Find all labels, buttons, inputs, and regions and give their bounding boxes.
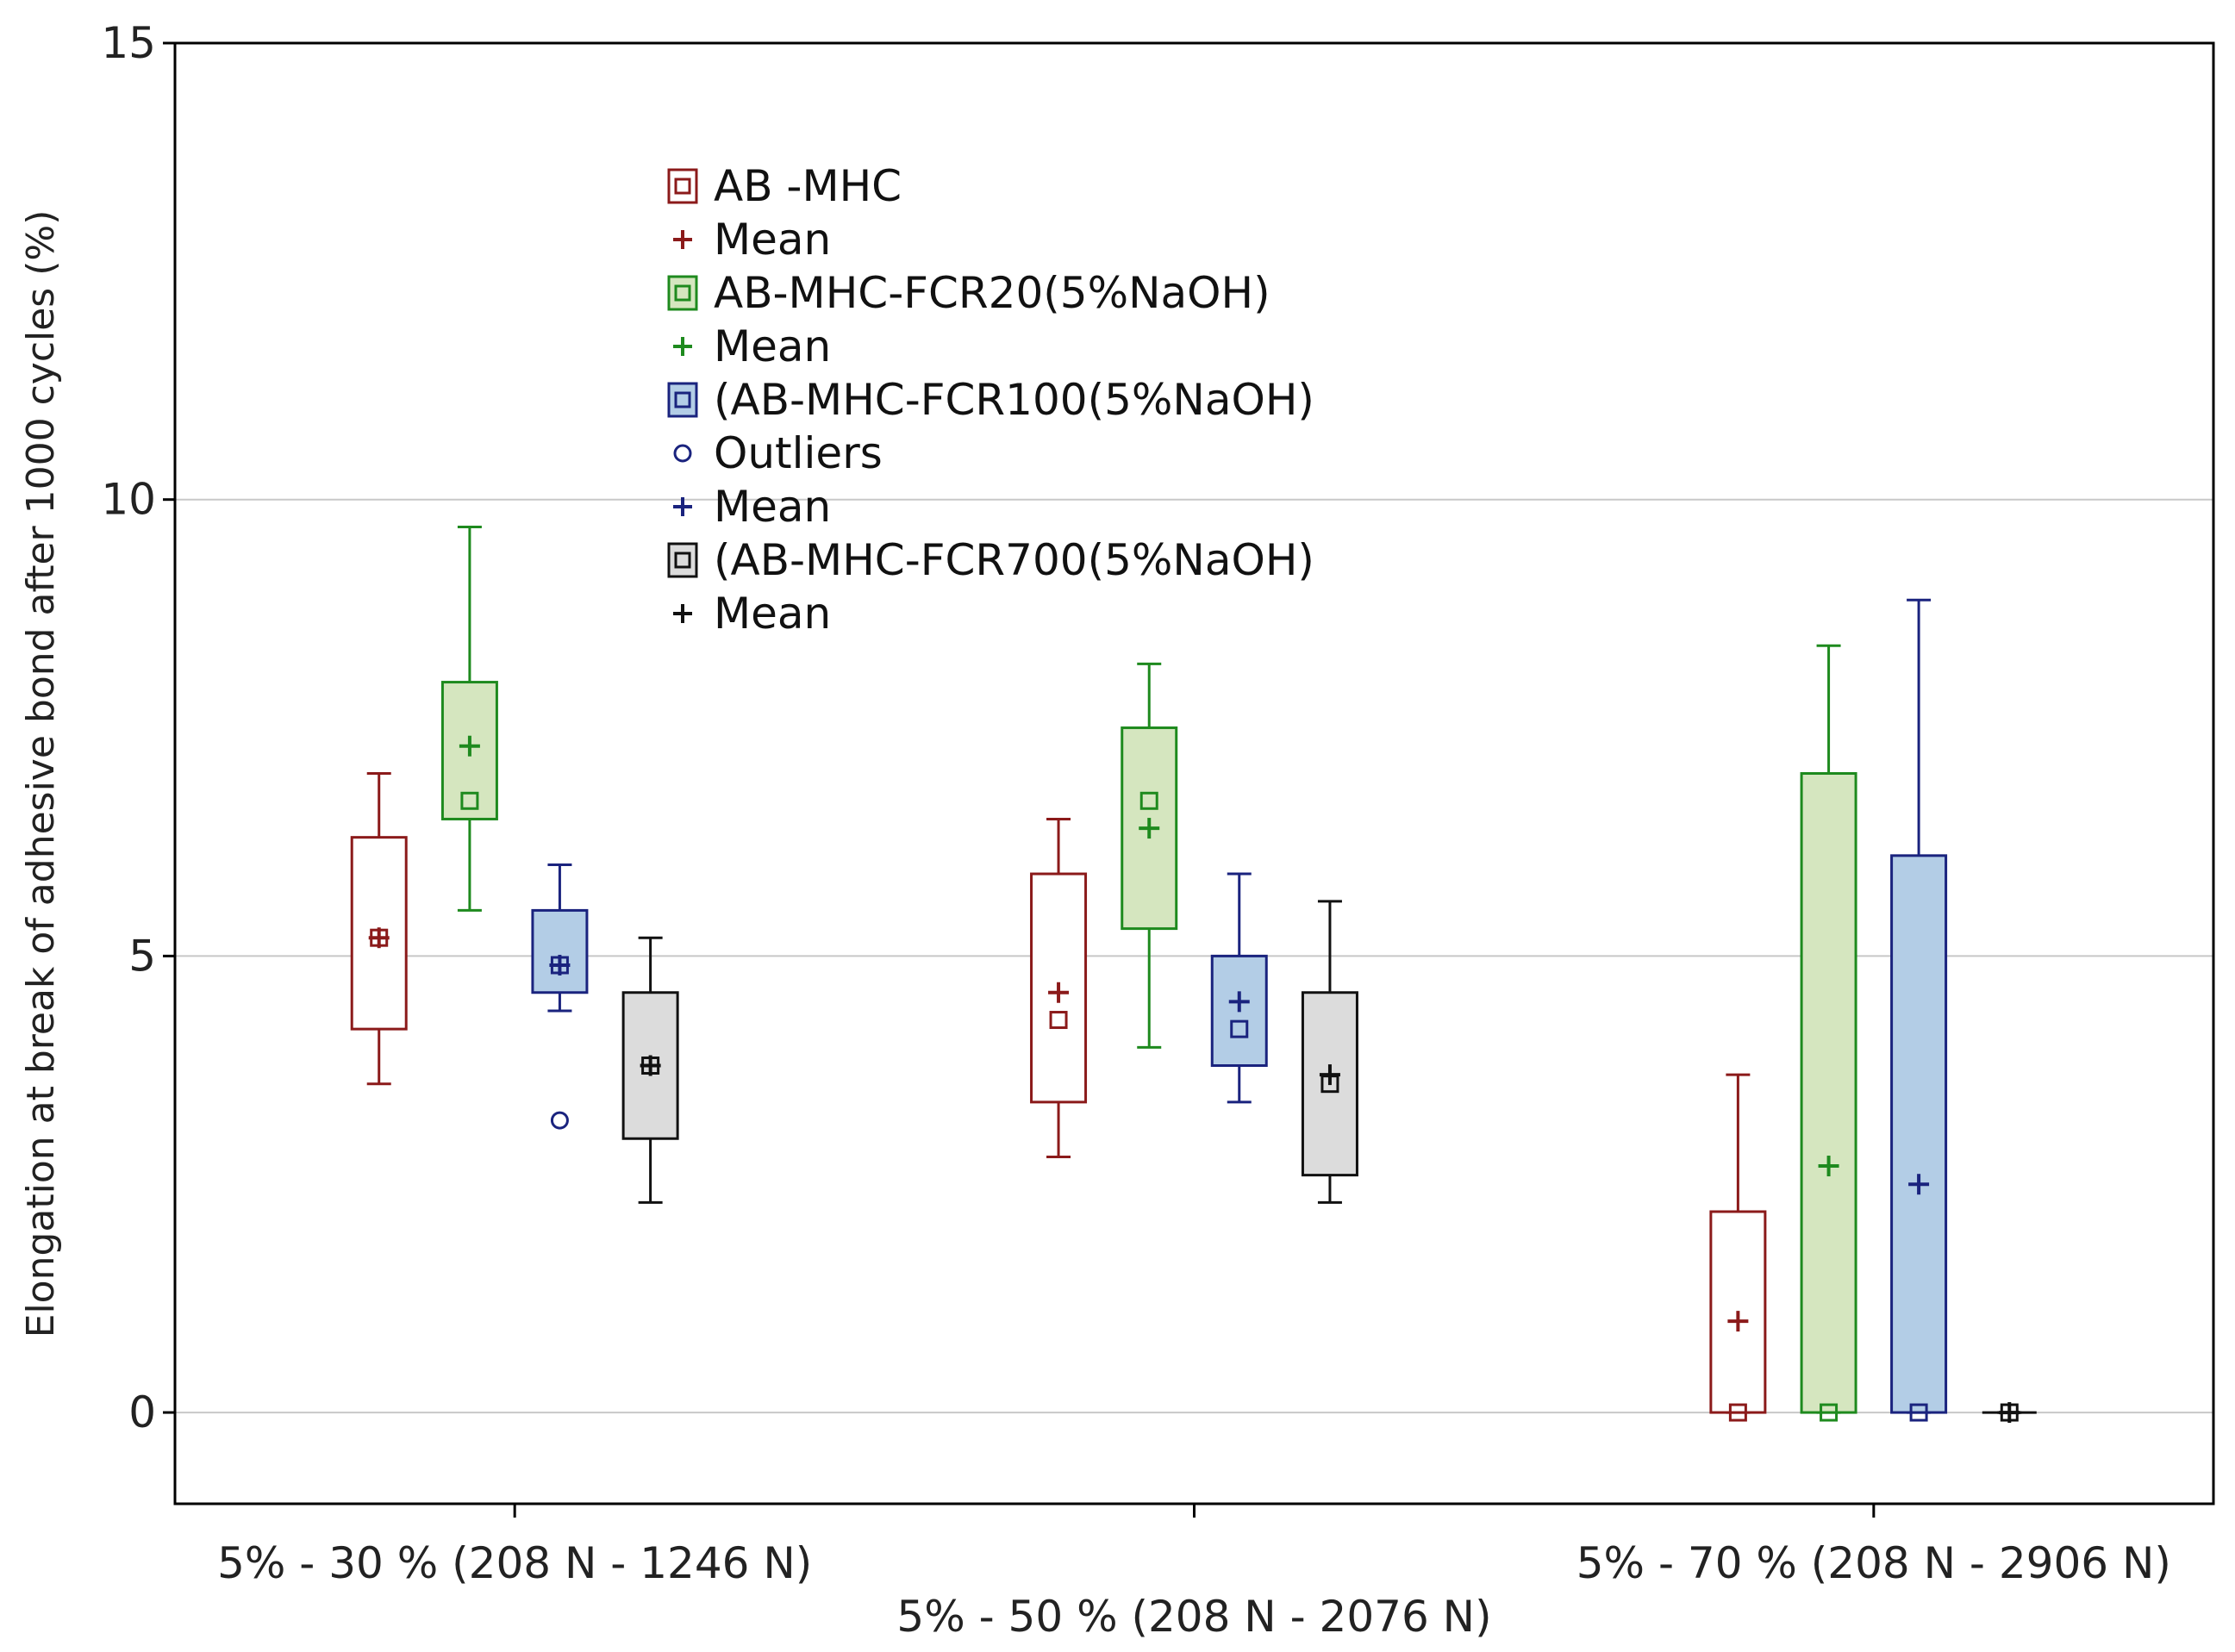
median-marker bbox=[1230, 1019, 1249, 1038]
legend-box-swatch bbox=[667, 168, 698, 204]
box-2-0 bbox=[531, 863, 589, 1130]
mean-marker bbox=[640, 1055, 661, 1076]
y-tick-label: 0 bbox=[128, 1387, 156, 1437]
outlier-point bbox=[550, 1111, 569, 1130]
median-marker bbox=[1139, 791, 1158, 810]
median-marker bbox=[1909, 1403, 1928, 1422]
box-3-2 bbox=[1982, 1402, 2037, 1424]
gridlines bbox=[175, 498, 2213, 1414]
box-body bbox=[1800, 772, 1857, 1414]
median-marker bbox=[460, 791, 479, 810]
box-0-2 bbox=[1709, 1073, 1767, 1422]
box-body bbox=[1210, 954, 1268, 1067]
box-body bbox=[1890, 854, 1948, 1414]
mean-marker bbox=[368, 927, 390, 949]
legend-outlier-swatch bbox=[673, 444, 692, 463]
legend-label: Mean bbox=[714, 215, 831, 265]
legend-median-swatch bbox=[674, 178, 691, 195]
mean-marker bbox=[1727, 1311, 1749, 1332]
y-axis-title: Elongation at break of adhesive bond aft… bbox=[19, 210, 63, 1338]
legend-label: (AB-MHC-FCR700(5%NaOH) bbox=[714, 535, 1314, 585]
mean-marker bbox=[1999, 1402, 2020, 1424]
x-tick-label: 5% - 70 % (208 N - 2906 N) bbox=[1576, 1538, 2171, 1588]
legend-box-swatch bbox=[667, 275, 698, 311]
box-0-0 bbox=[350, 772, 408, 1086]
legend-label: Mean bbox=[714, 482, 831, 532]
legend-item: AB-MHC-FCR20(5%NaOH) bbox=[667, 268, 1270, 318]
legend-label: (AB-MHC-FCR100(5%NaOH) bbox=[714, 375, 1314, 425]
mean-marker bbox=[1908, 1174, 1930, 1195]
x-axis: 5% - 30 % (208 N - 1246 N) 5% - 50 % (208… bbox=[217, 1504, 2171, 1642]
box-2-2 bbox=[1890, 598, 1948, 1422]
legend-item: (AB-MHC-FCR700(5%NaOH) bbox=[667, 535, 1314, 585]
mean-marker bbox=[673, 230, 692, 249]
mean-marker bbox=[1048, 982, 1070, 1003]
legend-label: Mean bbox=[714, 589, 831, 639]
legend-item: Outliers bbox=[673, 428, 883, 478]
legend: AB -MHCMeanAB-MHC-FCR20(5%NaOH)Mean(AB-M… bbox=[667, 161, 1314, 639]
median-marker bbox=[1728, 1403, 1747, 1422]
legend-item: Mean bbox=[673, 589, 831, 639]
legend-box-swatch bbox=[667, 542, 698, 578]
box-3-0 bbox=[621, 936, 679, 1204]
y-axis: 0 5 10 15 bbox=[101, 18, 175, 1437]
box-0-1 bbox=[1030, 817, 1088, 1158]
legend-item: Mean bbox=[673, 482, 831, 532]
boxes-layer bbox=[350, 525, 2037, 1424]
mean-marker bbox=[459, 735, 480, 757]
mean-marker bbox=[673, 337, 692, 356]
y-tick-label: 15 bbox=[101, 18, 156, 68]
mean-marker bbox=[1139, 818, 1160, 839]
legend-item: Mean bbox=[673, 321, 831, 371]
legend-median-swatch bbox=[674, 391, 691, 408]
legend-box-swatch bbox=[667, 382, 698, 418]
legend-median-swatch bbox=[674, 284, 691, 302]
median-marker bbox=[1820, 1403, 1839, 1422]
y-tick-label: 10 bbox=[101, 475, 156, 525]
box-1-2 bbox=[1800, 644, 1857, 1422]
legend-median-swatch bbox=[674, 552, 691, 569]
mean-marker bbox=[1228, 991, 1250, 1013]
mean-marker bbox=[673, 604, 692, 623]
mean-marker bbox=[549, 954, 571, 976]
mean-marker bbox=[1319, 1064, 1340, 1086]
y-tick-label: 5 bbox=[128, 931, 156, 981]
box-2-1 bbox=[1210, 872, 1268, 1104]
box-3-1 bbox=[1301, 900, 1358, 1204]
box-body bbox=[531, 908, 589, 994]
legend-label: AB-MHC-FCR20(5%NaOH) bbox=[714, 268, 1270, 318]
legend-item: (AB-MHC-FCR100(5%NaOH) bbox=[667, 375, 1314, 425]
legend-label: Mean bbox=[714, 321, 831, 371]
x-tick-label: 5% - 30 % (208 N - 1246 N) bbox=[217, 1538, 812, 1588]
box-1-1 bbox=[1121, 662, 1178, 1049]
mean-marker bbox=[1818, 1156, 1839, 1177]
x-tick-label: 5% - 50 % (208 N - 2076 N) bbox=[896, 1592, 1491, 1642]
median-marker bbox=[1049, 1011, 1068, 1030]
mean-marker bbox=[673, 497, 692, 516]
box-1-0 bbox=[440, 525, 498, 912]
legend-label: AB -MHC bbox=[714, 161, 902, 211]
legend-label: Outliers bbox=[714, 428, 883, 478]
legend-item: AB -MHC bbox=[667, 161, 902, 211]
legend-item: Mean bbox=[673, 215, 831, 265]
